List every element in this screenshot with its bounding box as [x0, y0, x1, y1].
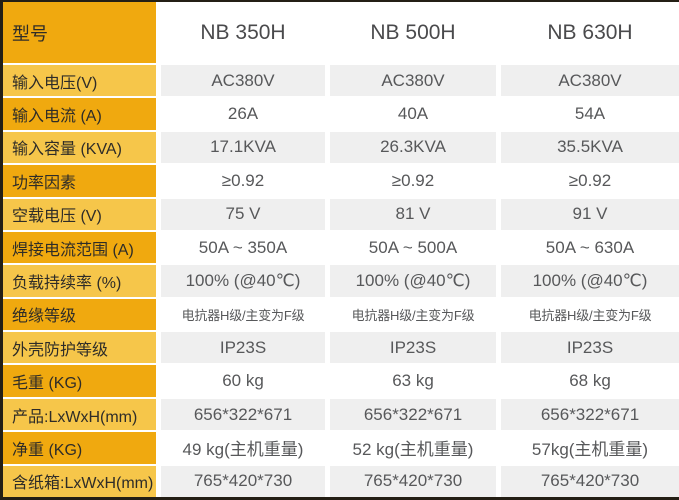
spec-value: 49 kg(主机重量) [161, 432, 325, 464]
row-label: 焊接电流范围 (A) [3, 231, 156, 264]
spec-value: 52 kg(主机重量) [330, 432, 496, 464]
row-label: 绝缘等级 [3, 298, 156, 331]
spec-value: IP23S [501, 332, 679, 364]
spec-value: 100% (@40℃) [330, 265, 496, 297]
spec-value: 656*322*671 [501, 398, 679, 431]
spec-value: 68 kg [501, 365, 679, 397]
spec-value: AC380V [330, 65, 496, 97]
spec-value: 656*322*671 [161, 398, 325, 431]
spec-value: AC380V [501, 65, 679, 97]
row-label: 功率因素 [3, 165, 156, 197]
spec-value: IP23S [161, 332, 325, 364]
model-name-nb630h: NB 630H [501, 2, 679, 63]
spec-value: 81 V [330, 198, 496, 230]
spec-value: 50A ~ 630A [501, 231, 679, 264]
spec-value: 40A [330, 98, 496, 130]
spec-value: IP23S [330, 332, 496, 364]
model-name-nb350h: NB 350H [161, 2, 325, 63]
row-label: 净重 (KG) [3, 432, 156, 464]
spec-value: 26.3KVA [330, 131, 496, 164]
spec-value: 26A [161, 98, 325, 130]
spec-value: 电抗器H级/主变为F级 [161, 298, 325, 331]
spec-value: 765*420*730 [501, 465, 679, 497]
spec-value: ≥0.92 [161, 165, 325, 197]
header-model-label: 型号 [3, 2, 156, 63]
spec-value: 17.1KVA [161, 131, 325, 164]
spec-value: 50A ~ 500A [330, 231, 496, 264]
spec-value: AC380V [161, 65, 325, 97]
row-label: 输入电流 (A) [3, 98, 156, 130]
spec-value: 91 V [501, 198, 679, 230]
row-label: 产品:LxWxH(mm) [3, 398, 156, 431]
spec-value: 电抗器H级/主变为F级 [501, 298, 679, 331]
spec-value: 50A ~ 350A [161, 231, 325, 264]
spec-value: 75 V [161, 198, 325, 230]
spec-value: 60 kg [161, 365, 325, 397]
spec-value: ≥0.92 [330, 165, 496, 197]
row-label: 含纸箱:LxWxH(mm) [3, 465, 156, 497]
spec-value: 35.5KVA [501, 131, 679, 164]
spec-value: 765*420*730 [330, 465, 496, 497]
spec-value: 100% (@40℃) [501, 265, 679, 297]
row-label: 毛重 (KG) [3, 365, 156, 397]
row-label: 输入电压(V) [3, 65, 156, 97]
spec-value: 63 kg [330, 365, 496, 397]
spec-value: ≥0.92 [501, 165, 679, 197]
row-label: 外壳防护等级 [3, 332, 156, 364]
row-label: 输入容量 (KVA) [3, 131, 156, 164]
spec-value: 656*322*671 [330, 398, 496, 431]
row-label: 负载持续率 (%) [3, 265, 156, 297]
spec-value: 电抗器H级/主变为F级 [330, 298, 496, 331]
model-name-nb500h: NB 500H [330, 2, 496, 63]
row-label: 空载电压 (V) [3, 198, 156, 230]
spec-value: 57kg(主机重量) [501, 432, 679, 464]
spec-value: 765*420*730 [161, 465, 325, 497]
spec-value: 54A [501, 98, 679, 130]
spec-value: 100% (@40℃) [161, 265, 325, 297]
